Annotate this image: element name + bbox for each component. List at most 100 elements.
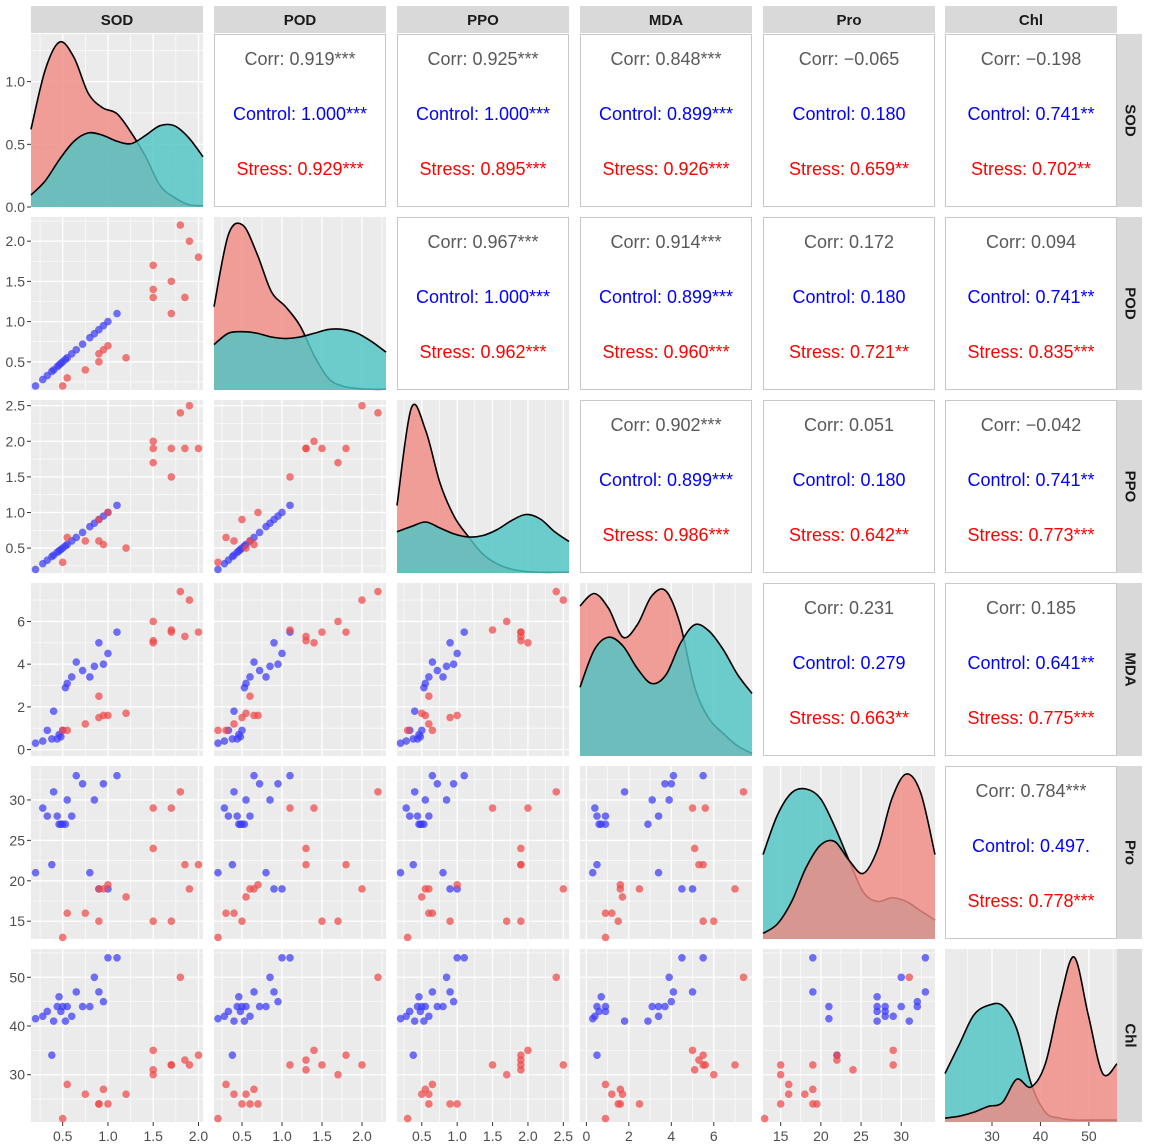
data-point-stress <box>552 788 561 796</box>
data-point-control <box>688 988 697 996</box>
data-point-control <box>236 732 245 741</box>
data-point-stress <box>374 788 382 796</box>
data-point-control <box>449 997 458 1006</box>
panel-ppo-sod <box>31 400 203 574</box>
data-point-control <box>72 533 81 542</box>
data-point-stress <box>149 636 158 645</box>
data-point-stress <box>502 617 511 626</box>
row-strip-label-sod: SOD <box>1122 104 1139 137</box>
data-point-stress <box>889 1061 898 1069</box>
data-point-control <box>235 992 243 1001</box>
x-tick-label-ppo: 2.5 <box>554 1128 574 1144</box>
corr-control-label: Control: 0.899*** <box>599 287 733 307</box>
data-point-stress <box>167 917 176 926</box>
data-point-stress <box>149 437 158 446</box>
data-point-control <box>90 973 99 982</box>
data-point-stress <box>358 596 366 604</box>
data-point-control <box>669 988 678 996</box>
data-point-stress <box>421 885 430 893</box>
panel-background <box>31 583 203 756</box>
data-point-control <box>67 812 76 820</box>
data-point-stress <box>517 628 525 636</box>
data-point-control <box>78 1002 87 1011</box>
y-tick-label-mda: 2 <box>17 699 25 715</box>
data-point-control <box>433 666 442 675</box>
data-point-control <box>38 804 47 812</box>
data-point-stress <box>149 804 158 812</box>
data-point-stress <box>81 537 90 545</box>
x-tick-label-sod: 1.0 <box>98 1128 118 1144</box>
data-point-control <box>99 997 108 1006</box>
corr-stress-label: Stress: 0.960*** <box>602 342 729 362</box>
data-point-stress <box>446 1100 454 1108</box>
data-point-stress <box>614 917 623 926</box>
data-point-control <box>453 953 461 962</box>
data-point-stress <box>99 1085 108 1094</box>
data-point-control <box>428 988 437 996</box>
data-point-control <box>620 788 629 796</box>
data-point-control <box>278 885 286 893</box>
data-point-stress <box>776 1100 785 1108</box>
data-point-control <box>104 317 112 326</box>
corr-panel-border <box>945 583 1117 756</box>
data-point-control <box>78 340 87 348</box>
x-tick-label-pro: 20 <box>813 1128 829 1144</box>
data-point-control <box>240 820 249 829</box>
data-point-control <box>442 796 451 804</box>
data-point-control <box>63 679 72 688</box>
data-point-stress <box>302 632 310 641</box>
data-point-stress <box>453 711 461 720</box>
data-point-control <box>53 812 62 820</box>
panel-background <box>397 766 569 939</box>
panel-chl-pro <box>760 949 935 1123</box>
data-point-stress <box>618 893 627 901</box>
data-point-stress <box>739 788 748 796</box>
data-point-stress <box>167 277 176 286</box>
y-tick-label-pod: 0.5 <box>6 354 26 370</box>
data-point-stress <box>81 1090 90 1099</box>
data-point-control <box>425 812 433 820</box>
data-point-control <box>270 639 278 647</box>
data-point-stress <box>242 893 250 901</box>
data-point-control <box>425 1012 433 1021</box>
data-point-stress <box>374 409 382 417</box>
data-point-stress <box>524 804 532 812</box>
data-point-control <box>31 382 40 390</box>
corr-panel-border <box>763 400 935 573</box>
corr-overall-label: Corr: 0.172 <box>804 232 894 252</box>
data-point-control <box>446 885 454 893</box>
data-point-stress <box>302 860 310 869</box>
data-point-control <box>881 1012 889 1021</box>
data-point-stress <box>849 1066 857 1074</box>
data-point-control <box>286 953 294 962</box>
data-point-stress <box>699 860 707 869</box>
data-point-control <box>43 726 52 735</box>
panel-sod-pro: Corr: −0.065 Control: 0.180 Stress: 0.659*… <box>763 34 935 207</box>
data-point-stress <box>222 909 230 917</box>
data-point-stress <box>230 1090 238 1099</box>
y-tick-label-ppo: 1.5 <box>6 469 26 485</box>
data-point-stress <box>709 1070 718 1079</box>
data-point-stress <box>310 1046 318 1055</box>
data-point-control <box>654 812 663 820</box>
data-point-stress <box>905 973 914 982</box>
x-tick-label-ppo: 1.0 <box>447 1128 467 1144</box>
corr-panel-border <box>397 217 569 390</box>
panel-sod-mda: Corr: 0.848*** Control: 0.899*** Stress: 0… <box>580 34 752 207</box>
panel-ppo-pro: Corr: 0.051 Control: 0.180 Stress: 0.642** <box>763 400 935 573</box>
corr-stress-label: Stress: 0.663** <box>789 708 909 728</box>
panel-pro-pod <box>214 766 386 942</box>
panel-ppo-pod <box>214 400 386 574</box>
data-point-control <box>410 707 419 715</box>
corr-control-label: Control: 1.000*** <box>416 287 550 307</box>
data-point-stress <box>167 444 176 453</box>
data-point-control <box>78 528 87 537</box>
data-point-stress <box>618 1090 627 1099</box>
corr-stress-label: Stress: 0.702** <box>971 159 1091 179</box>
density-line-control <box>579 623 753 694</box>
data-point-stress <box>104 1100 112 1108</box>
corr-stress-label: Stress: 0.835*** <box>967 342 1094 362</box>
panel-sod-sod <box>30 34 204 208</box>
x-tick-label-mda: 0 <box>582 1128 590 1144</box>
data-point-control <box>78 666 87 675</box>
